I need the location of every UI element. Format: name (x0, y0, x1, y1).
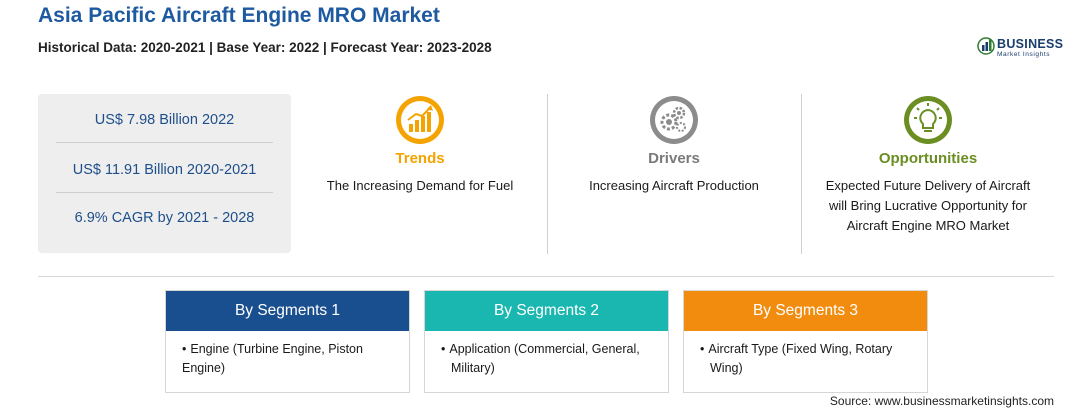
opportunities-line: Aircraft Engine MRO Market (846, 218, 1010, 233)
page-subtitle: Historical Data: 2020-2021 | Base Year: … (38, 40, 492, 55)
trends-label: Trends (395, 150, 445, 167)
stat-cagr: 6.9% CAGR by 2021 - 2028 (74, 210, 255, 226)
drivers-card: Drivers Increasing Aircraft Production (552, 94, 796, 194)
segment-card-2: By Segments 2 • Application (Commercial, … (424, 290, 669, 393)
trends-description: The Increasing Demand for Fuel (326, 178, 514, 193)
card-divider (801, 94, 802, 254)
chart-globe-icon (977, 37, 995, 55)
trend-chart-icon (396, 96, 444, 144)
card-divider (547, 94, 548, 254)
stat-divider (56, 192, 273, 193)
segment-3-body: • Aircraft Type (Fixed Wing, Rotary Wing) (684, 331, 927, 378)
page-title: Asia Pacific Aircraft Engine MRO Market (38, 4, 440, 27)
list-item-continuation: Military) (451, 361, 495, 375)
gears-icon (650, 96, 698, 144)
stat-divider (56, 142, 273, 143)
source-credit: Source: www.businessmarketinsights.com (829, 394, 1054, 408)
section-divider (38, 276, 1054, 277)
segment-1-body: • Engine (Turbine Engine, Piston Engine) (166, 331, 409, 378)
segment-3-title: By Segments 3 (684, 291, 927, 331)
logo-brand: BUSINESS (997, 37, 1064, 51)
list-item: • Application (Commercial, General, (441, 342, 640, 356)
drivers-description: Increasing Aircraft Production (589, 178, 759, 193)
trends-card: Trends The Increasing Demand for Fuel (298, 94, 542, 194)
list-item-continuation: Wing) (710, 361, 743, 375)
opportunities-description: Expected Future Delivery of Aircraft wil… (806, 176, 1050, 236)
segment-card-1: By Segments 1 • Engine (Turbine Engine, P… (165, 290, 410, 393)
drivers-label: Drivers (648, 150, 700, 167)
lightbulb-icon (904, 96, 952, 144)
segment-2-body: • Application (Commercial, General, Milit… (425, 331, 668, 378)
stat-market-value-historical: US$ 11.91 Billion 2020-2021 (72, 162, 257, 178)
list-item: • Aircraft Type (Fixed Wing, Rotary (700, 342, 893, 356)
key-stats-panel: US$ 7.98 Billion 2022 US$ 11.91 Billion … (38, 94, 291, 253)
segment-card-3: By Segments 3 • Aircraft Type (Fixed Wing… (683, 290, 928, 393)
list-item: • Engine (Turbine Engine, Piston Engine) (182, 342, 363, 375)
opportunities-label: Opportunities (878, 150, 978, 167)
opportunities-card: Opportunities Expected Future Delivery o… (806, 94, 1050, 244)
business-market-insights-logo: BUSINESS Market Insights (977, 33, 1077, 63)
segment-2-title: By Segments 2 (425, 291, 668, 331)
segment-1-title: By Segments 1 (166, 291, 409, 331)
logo-tagline: Market Insights (997, 51, 1051, 58)
stat-market-value-2022: US$ 7.98 Billion 2022 (94, 112, 235, 128)
opportunities-line: Expected Future Delivery of Aircraft (825, 178, 1031, 193)
opportunities-line: will Bring Lucrative Opportunity for (829, 198, 1027, 213)
